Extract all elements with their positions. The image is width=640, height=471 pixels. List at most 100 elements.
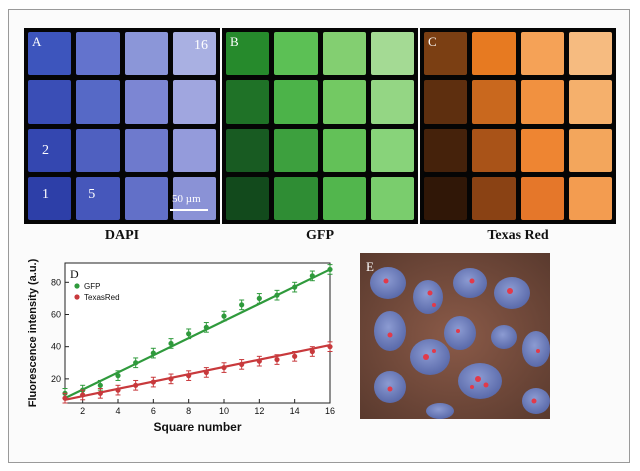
fluorescent-square <box>124 176 168 220</box>
square-number-label: 5 <box>88 186 96 202</box>
fluorescent-square <box>274 128 318 172</box>
x-tick-label: 14 <box>290 406 300 416</box>
panel-b-caption: GFP <box>306 228 334 243</box>
panel-b-gfp-grid: B <box>222 28 418 224</box>
fluorescent-square <box>274 176 318 220</box>
data-point-texasred <box>186 373 192 379</box>
fluorescent-square <box>568 176 612 220</box>
data-point-texasred <box>133 382 139 388</box>
fit-line-gfp <box>64 268 331 400</box>
fluorescent-square <box>472 128 516 172</box>
fluorescent-square <box>472 176 516 220</box>
y-tick-label: 20 <box>51 374 61 384</box>
legend-marker-texasred <box>74 294 80 300</box>
data-point-texasred <box>115 387 121 393</box>
fluorescent-square <box>370 176 414 220</box>
fluorescent-square <box>28 80 72 124</box>
fluorescent-square <box>172 128 216 172</box>
fluorescent-square <box>124 80 168 124</box>
fluorescent-square <box>172 80 216 124</box>
panel-a-dapi-grid: 16 2 1 5 A 50 µm <box>24 28 220 224</box>
fluorescent-square <box>76 128 120 172</box>
fluorescent-square <box>424 128 468 172</box>
scale-bar-label: 50 µm <box>172 193 201 205</box>
fluorescent-square <box>322 32 366 76</box>
fluorescence-chart: 2 4 6 8 10 12 14 16 20 40 60 80 GFP TexasRed D Square n… <box>27 258 335 434</box>
data-point-gfp <box>274 292 280 298</box>
data-point-texasred <box>292 353 298 359</box>
dapi-square-grid: 16 2 1 5 <box>28 32 216 220</box>
data-point-gfp <box>97 382 103 388</box>
fluorescent-square <box>322 80 366 124</box>
fit-line-texasred <box>64 343 331 401</box>
fluorescent-square <box>472 32 516 76</box>
red-foci <box>383 278 540 404</box>
data-point-texasred <box>327 344 333 350</box>
panel-b-label: B <box>230 34 239 49</box>
square-number-label: 16 <box>194 38 208 53</box>
fluorescent-square <box>520 80 564 124</box>
fluorescent-square <box>226 80 270 124</box>
panel-a-label: A <box>32 34 42 49</box>
panel-d-label: D <box>70 267 79 281</box>
x-axis-label: Square number <box>153 420 241 434</box>
fluorescent-square <box>124 128 168 172</box>
fluorescent-square <box>520 128 564 172</box>
fluorescent-square <box>226 176 270 220</box>
data-point-texasred <box>168 376 174 382</box>
data-point-texasred <box>256 358 262 364</box>
data-point-texasred <box>150 379 156 385</box>
x-tick-label: 2 <box>80 406 85 416</box>
data-point-texasred <box>309 348 315 355</box>
x-tick-label: 10 <box>219 406 229 416</box>
fluorescent-square <box>370 32 414 76</box>
panel-c-caption: Texas Red <box>487 228 549 243</box>
panel-a-caption: DAPI <box>104 228 140 243</box>
fluorescent-square: 2 <box>28 128 72 172</box>
fluorescent-square <box>370 80 414 124</box>
data-point-gfp <box>186 331 192 337</box>
fluorescent-square: 1 <box>28 176 72 220</box>
x-tick-label: 6 <box>151 406 156 416</box>
fluorescent-square <box>322 176 366 220</box>
fluorescent-square <box>520 32 564 76</box>
legend-marker-gfp <box>74 283 80 289</box>
data-point-gfp <box>150 350 156 356</box>
x-tick-label: 16 <box>325 406 335 416</box>
data-point-gfp <box>239 302 245 308</box>
data-point-gfp <box>327 266 333 273</box>
data-point-gfp <box>133 360 139 366</box>
fluorescent-square <box>424 176 468 220</box>
legend-label-texasred: TexasRed <box>84 293 120 302</box>
panel-c-label: C <box>428 34 437 49</box>
panel-c-texas-red-grid: C <box>420 28 616 224</box>
fluorescent-square <box>274 32 318 76</box>
fluorescent-square <box>568 128 612 172</box>
fluorescent-square: 16 <box>172 32 216 76</box>
texas-red-square-grid <box>424 32 612 220</box>
fluorescent-square <box>226 32 270 76</box>
gfp-square-grid <box>226 32 414 220</box>
panel-e-label: E <box>366 259 374 274</box>
data-point-texasred <box>62 395 68 401</box>
data-point-gfp <box>292 284 298 290</box>
x-tick-label: 4 <box>115 406 120 416</box>
data-point-gfp <box>256 295 262 302</box>
y-tick-label: 40 <box>51 342 61 352</box>
fluorescent-square <box>424 32 468 76</box>
data-point-texasred <box>97 390 103 396</box>
fluorescent-square <box>568 32 612 76</box>
fluorescent-square <box>568 80 612 124</box>
data-point-gfp <box>168 340 174 347</box>
legend-label-gfp: GFP <box>84 282 100 291</box>
fluorescent-square <box>76 32 120 76</box>
square-number-label: 1 <box>42 186 49 202</box>
y-tick-label: 80 <box>51 277 61 287</box>
y-axis-label: Fluorescence intensity (a.u.) <box>27 258 39 407</box>
data-point-gfp <box>115 373 121 379</box>
fluorescent-square <box>226 128 270 172</box>
fluorescent-square <box>274 80 318 124</box>
data-point-texasred <box>221 364 227 371</box>
micrograph-panel-e: E <box>360 253 550 419</box>
data-point-texasred <box>203 369 209 376</box>
